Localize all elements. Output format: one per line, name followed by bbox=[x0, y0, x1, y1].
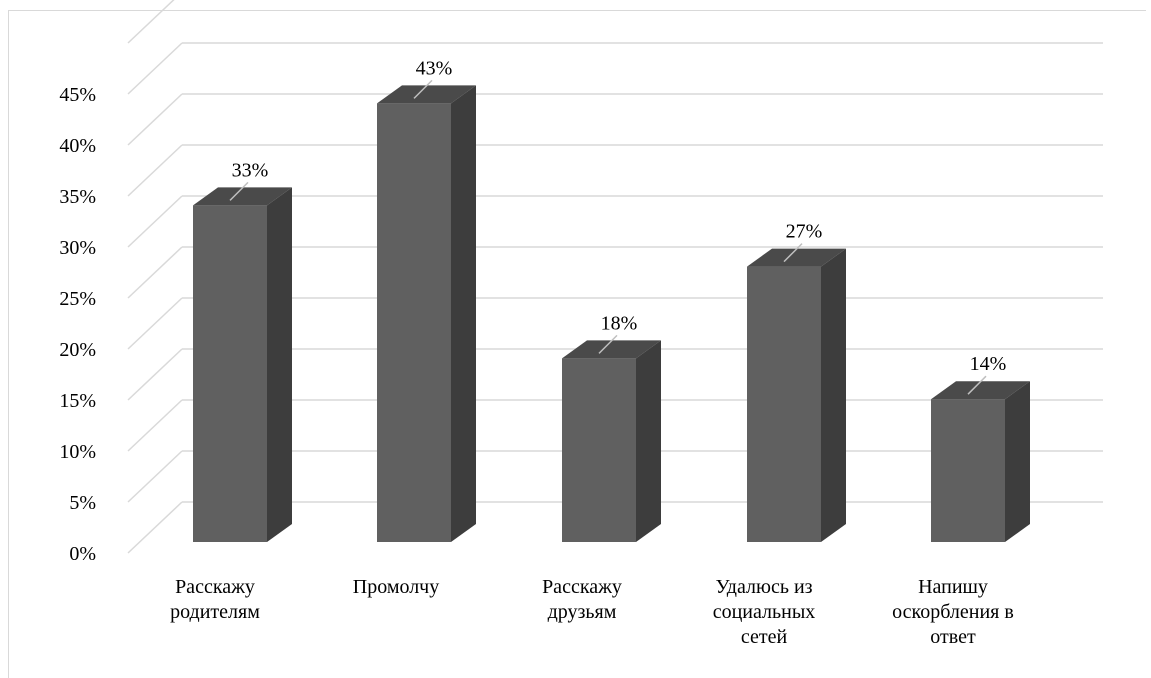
bar bbox=[747, 248, 846, 542]
gridline-diagonal bbox=[127, 450, 183, 503]
gridline-diagonal bbox=[127, 501, 183, 554]
category-label: Расскажу родителям bbox=[170, 576, 260, 623]
bar-side bbox=[451, 85, 476, 543]
y-tick-label: 20% bbox=[59, 339, 96, 361]
gridline-diagonal bbox=[127, 297, 183, 350]
leader-line bbox=[229, 181, 249, 201]
bar-top bbox=[562, 340, 661, 359]
data-label: 43% bbox=[416, 57, 453, 79]
bar-top bbox=[931, 381, 1030, 400]
y-axis-ticks: 0% 5% 10% 15% 20% 25% 30% 35% 40% 45% bbox=[59, 84, 96, 565]
leader-line bbox=[413, 79, 433, 99]
gridline-diagonal bbox=[127, 93, 183, 146]
bar bbox=[377, 85, 476, 543]
bar-top bbox=[377, 85, 476, 104]
chart-frame bbox=[8, 10, 1146, 678]
gridline-diagonal bbox=[127, 348, 183, 401]
category-label: Промолчу bbox=[353, 576, 440, 598]
category-label: Удалюсь из социальных сетей bbox=[713, 576, 816, 648]
y-tick-label: 35% bbox=[59, 186, 96, 208]
bar-side bbox=[821, 248, 846, 542]
y-tick-label: 30% bbox=[59, 237, 96, 259]
leader-line bbox=[783, 243, 803, 263]
data-label: 14% bbox=[970, 353, 1007, 375]
data-label: 18% bbox=[601, 312, 638, 334]
bar-front bbox=[931, 399, 1005, 542]
gridline-diagonal bbox=[127, 144, 183, 197]
bar-side bbox=[1005, 381, 1030, 542]
bar bbox=[562, 340, 661, 542]
bar-front bbox=[193, 205, 267, 542]
leader-line bbox=[598, 334, 618, 354]
y-tick-label: 25% bbox=[59, 288, 96, 310]
bar-front bbox=[377, 103, 451, 543]
category-label: Расскажу друзьям bbox=[542, 576, 622, 623]
bar bbox=[193, 187, 292, 542]
bar bbox=[931, 381, 1030, 542]
gridline-diagonal bbox=[127, 42, 183, 95]
bar-front bbox=[562, 358, 636, 542]
bars bbox=[193, 85, 1030, 543]
gridline-diagonal bbox=[127, 246, 183, 299]
y-tick-label: 0% bbox=[69, 543, 96, 565]
data-label: 33% bbox=[232, 159, 269, 181]
gridline-diagonal bbox=[127, 399, 183, 452]
gridline-diagonal bbox=[127, 0, 175, 44]
y-tick-label: 5% bbox=[69, 492, 96, 514]
gridline-diagonal bbox=[127, 195, 183, 248]
bar-top bbox=[747, 248, 846, 267]
x-axis-categories: Расскажу родителям Промолчу Расскажу друзьям… bbox=[170, 576, 1014, 648]
bar-side bbox=[267, 187, 292, 542]
y-tick-label: 40% bbox=[59, 135, 96, 157]
data-label: 27% bbox=[786, 221, 823, 243]
leader-line bbox=[967, 375, 987, 395]
bar-side bbox=[636, 340, 661, 542]
y-tick-label: 45% bbox=[59, 84, 96, 106]
bar-top bbox=[193, 187, 292, 206]
data-labels: 33% 43% 18% 27% 14% bbox=[229, 57, 1007, 395]
bar-front bbox=[747, 266, 821, 542]
category-label: Напишу оскорбления в ответ bbox=[892, 576, 1014, 648]
y-tick-label: 10% bbox=[59, 441, 96, 463]
y-tick-label: 15% bbox=[59, 390, 96, 412]
